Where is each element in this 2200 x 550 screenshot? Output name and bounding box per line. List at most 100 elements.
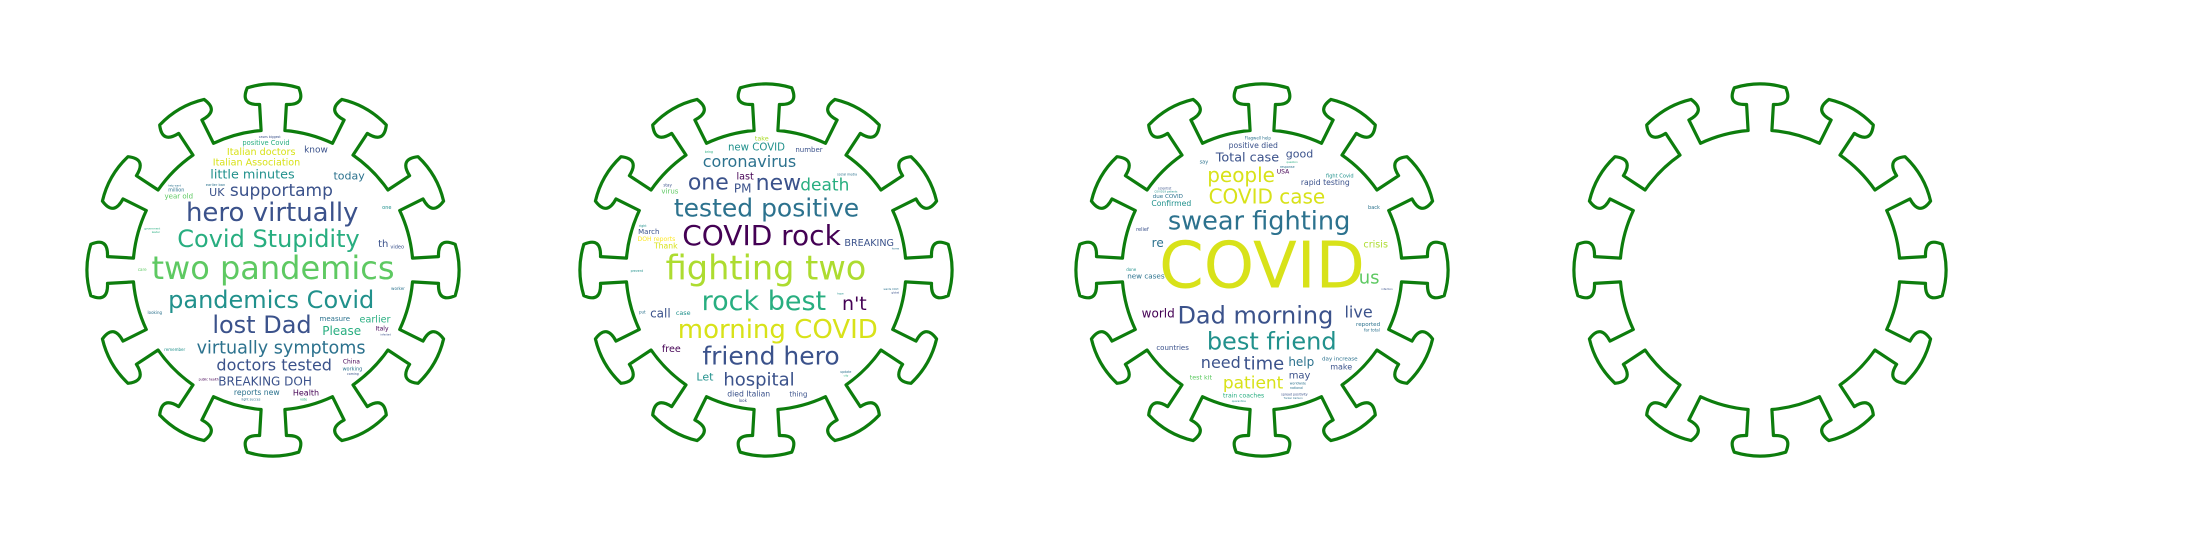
cloud-word: virus [661,188,678,196]
cloud-word: new COVID [728,142,785,153]
cloud-word: help ward [168,183,181,187]
cloud-word: USA [1277,169,1290,176]
cloud-word: response [1280,165,1295,169]
cloud-word: pandemics Covid [168,286,374,314]
cloud-word: BREAKING [844,238,894,249]
cloud-word: March [638,228,659,236]
cloud-word: died Italian [727,389,770,398]
cloud-word: Please [322,324,361,338]
cloud-word: free [662,344,681,355]
cloud-word: BREAKING DOH [218,374,312,388]
virus-outline-shape [85,82,461,458]
cloud-word: back [1368,205,1380,211]
cloud-word: care [138,267,147,272]
cloud-word: hope [837,291,844,295]
cloud-word: time [1244,354,1285,375]
cloud-word: th [378,239,388,250]
cloud-word: lost Dad [212,311,311,339]
cloud-word: question [1286,160,1298,164]
cloud-word: two pandemics [152,249,395,287]
cloud-word: say [1200,160,1209,166]
cloud-word: coronavirus [703,152,797,171]
cloud-word: Thank [653,241,678,250]
cloud-word: PM [734,181,752,195]
cloud-word: friend hero [702,341,839,370]
cloud-word: Total case [1215,150,1279,165]
cloud-word: re [1152,236,1164,250]
cloud-word: government [144,226,160,230]
cloud-word: year old [165,192,194,200]
cloud-word: Italian Association [213,158,300,169]
cloud-word: scientist [1158,187,1172,191]
cloud-word: one [688,170,729,195]
cloud-word: vote [300,398,307,402]
cloud-word: video [390,245,404,251]
cloud-word: COVID [1159,230,1365,304]
cloud-word: crisis [1363,240,1388,251]
cloud-word: cases biggest [259,135,282,139]
cloud-word: global [891,290,899,294]
cloud-word: due COVID [1153,194,1183,200]
cloud-word: China [343,359,360,366]
cloud-word: number [795,146,822,154]
cloud-word: call [650,306,671,320]
cloud-word: measure [320,315,351,323]
cloud-word: earlier [360,314,391,325]
cloud-word: light succes [242,398,261,402]
cloud-word: positive died [1229,141,1278,150]
cloud-word: fighting two [666,249,867,288]
cloud-word: COVID case [1209,184,1326,208]
cloud-word: know [304,146,328,156]
cloud-word: infected [380,333,391,337]
cloud-word: worker [391,286,405,291]
cloud-word: tested positive [674,193,859,222]
cloud-word: quarantine [1232,399,1247,403]
cloud-word: done [1126,267,1137,272]
cloud-word: Italy [375,325,388,332]
virus-word-cloud-panel-4 [1572,82,1948,458]
cloud-word: Dad morning [1177,302,1333,330]
cloud-word: Tucker Carlson [1284,396,1303,400]
cloud-word: UK [209,186,225,199]
cloud-word: thing [789,391,807,399]
cloud-word: infection [1381,287,1393,291]
cloud-word: rock best [702,286,827,317]
cloud-word: worldwide [1290,381,1306,385]
cloud-word: Let [696,371,714,384]
cloud-word: help [1288,355,1314,369]
cloud-word: Flagwell help [1245,135,1272,140]
cloud-word: swear fighting [1168,207,1351,237]
cloud-word: Italian doctors [227,147,296,158]
cloud-word: good [1286,148,1313,161]
cloud-word: home [892,247,900,251]
cloud-word: train coaches [1223,393,1264,400]
cloud-word: social media [837,173,857,177]
cloud-word: case [676,309,691,317]
cloud-word: fight Covid [1326,174,1354,180]
cloud-word: Health [293,389,319,398]
cloud-word: DOH reports [638,236,676,243]
cloud-word: morning COVID [678,315,878,345]
cloud-word: one [382,205,391,211]
cloud-word: n't [842,293,867,315]
cloud-word: rapid testing [1301,178,1350,187]
cloud-word: make [1330,363,1352,372]
cloud-word: coming [347,372,359,376]
cloud-word: people [1207,163,1275,187]
cloud-word: look [739,398,748,403]
cloud-word: us [1359,267,1380,288]
cloud-word: countries [1156,344,1189,352]
cloud-word: test kit [1190,374,1213,382]
cloud-word: put [639,310,646,315]
cloud-word: earlier ban [206,183,225,187]
cloud-word: city [844,374,849,378]
cloud-word: relief [1136,227,1149,233]
cloud-word: doctors tested [216,356,332,375]
cloud-word: bring [705,150,713,154]
cloud-word: prevent [631,269,644,273]
cloud-word: remember [164,347,185,352]
cloud-word: far total [1364,327,1380,332]
